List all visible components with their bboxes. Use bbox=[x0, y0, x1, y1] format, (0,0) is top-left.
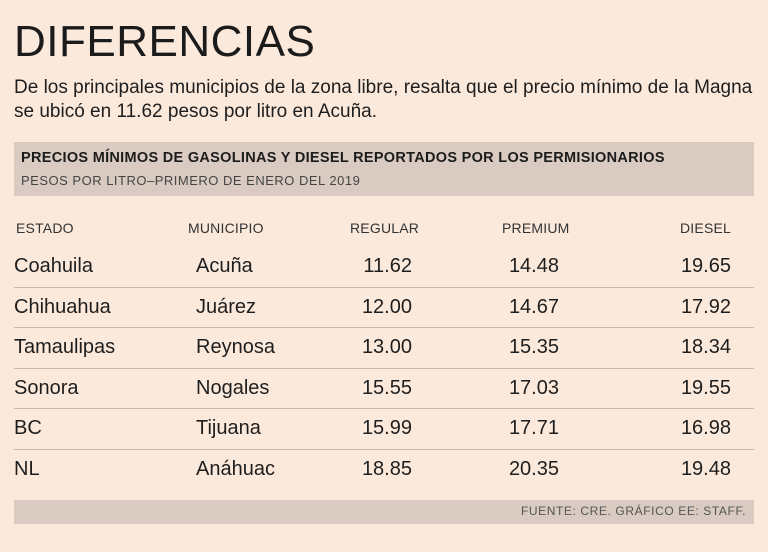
row-divider bbox=[14, 408, 754, 409]
table-row: Tamaulipas Reynosa 13.00 15.35 18.34 bbox=[14, 328, 754, 368]
cell-regular: 11.62 bbox=[363, 255, 412, 277]
table-title: PRECIOS MÍNIMOS DE GASOLINAS Y DIESEL RE… bbox=[21, 150, 665, 166]
cell-premium: 20.35 bbox=[508, 457, 559, 480]
cell-estado: Chihuahua bbox=[14, 295, 111, 318]
cell-diesel: 19.48 bbox=[680, 457, 731, 480]
row-divider bbox=[14, 448, 754, 450]
cell-diesel: 17.92 bbox=[680, 295, 731, 318]
table-row: Coahuila Acuña 11.62 14.48 19.65 bbox=[14, 247, 754, 287]
cell-municipio: Tijuana bbox=[196, 417, 261, 439]
table-subtitle: PESOS POR LITRO–PRIMERO DE ENERO DEL 201… bbox=[21, 173, 361, 188]
cell-municipio: Juárez bbox=[196, 295, 257, 318]
cell-premium: 15.35 bbox=[508, 336, 559, 358]
cell-premium: 14.48 bbox=[508, 255, 559, 277]
cell-premium: 17.71 bbox=[508, 417, 559, 439]
cell-premium: 14.67 bbox=[508, 295, 559, 318]
footer-band: FUENTE: CRE. GRÁFICO EE: STAFF. bbox=[14, 500, 754, 524]
table-row: Chihuahua Juárez 12.00 14.67 17.92 bbox=[14, 288, 754, 328]
source-note: FUENTE: CRE. GRÁFICO EE: STAFF. bbox=[520, 504, 746, 518]
row-divider bbox=[14, 286, 754, 288]
cell-diesel: 16.98 bbox=[680, 417, 731, 439]
row-divider bbox=[14, 327, 754, 328]
cell-estado: BC bbox=[14, 417, 42, 439]
table-header-band: PRECIOS MÍNIMOS DE GASOLINAS Y DIESEL RE… bbox=[14, 142, 754, 196]
column-header-estado: ESTADO bbox=[16, 220, 74, 236]
cell-regular: 18.85 bbox=[361, 457, 412, 480]
table-row: BC Tijuana 15.99 17.71 16.98 bbox=[14, 409, 754, 449]
column-header-municipio: MUNICIPIO bbox=[188, 220, 264, 236]
cell-regular: 15.99 bbox=[361, 417, 412, 439]
cell-diesel: 19.55 bbox=[680, 376, 731, 399]
cell-diesel: 18.34 bbox=[680, 336, 731, 358]
cell-estado: Coahuila bbox=[14, 255, 93, 277]
cell-regular: 13.00 bbox=[361, 336, 412, 358]
cell-regular: 15.55 bbox=[361, 376, 412, 399]
cell-estado: Tamaulipas bbox=[14, 336, 116, 358]
table-row: Sonora Nogales 15.55 17.03 19.55 bbox=[14, 369, 754, 409]
description-text: De los principales municipios de la zona… bbox=[14, 77, 753, 122]
column-header-diesel: DIESEL bbox=[680, 220, 731, 236]
page-title: DIFERENCIAS bbox=[14, 17, 316, 66]
cell-municipio: Acuña bbox=[196, 255, 253, 277]
cell-municipio: Nogales bbox=[196, 376, 270, 399]
row-divider bbox=[14, 367, 754, 369]
column-header-regular: REGULAR bbox=[350, 220, 420, 236]
cell-municipio: Anáhuac bbox=[196, 457, 275, 480]
cell-estado: Sonora bbox=[14, 376, 79, 399]
cell-diesel: 19.65 bbox=[680, 255, 731, 277]
cell-estado: NL bbox=[14, 457, 40, 480]
cell-premium: 17.03 bbox=[508, 376, 559, 399]
column-header-premium: PREMIUM bbox=[502, 220, 570, 236]
table-row: NL Anáhuac 18.85 20.35 19.48 bbox=[14, 450, 754, 490]
cell-municipio: Reynosa bbox=[196, 336, 275, 358]
cell-regular: 12.00 bbox=[361, 295, 412, 318]
